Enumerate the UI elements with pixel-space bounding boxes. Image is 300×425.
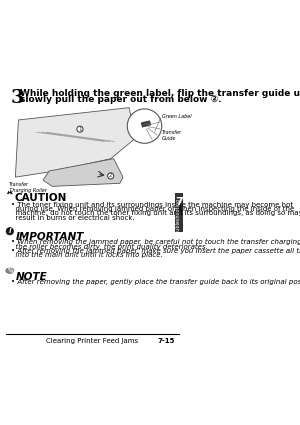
Text: While holding the green label, flip the transfer guide up ①, and: While holding the green label, flip the … bbox=[20, 89, 300, 98]
Text: Transfer
Guide: Transfer Guide bbox=[162, 130, 182, 141]
Text: into the main unit until it locks into place.: into the main unit until it locks into p… bbox=[11, 252, 163, 258]
Ellipse shape bbox=[6, 268, 14, 273]
Text: machine, do not touch the toner fixing unit and its surroundings, as doing so ma: machine, do not touch the toner fixing u… bbox=[11, 210, 300, 216]
Text: NOTE: NOTE bbox=[15, 272, 47, 282]
Polygon shape bbox=[141, 121, 151, 127]
Text: CAUTION: CAUTION bbox=[15, 193, 67, 203]
FancyBboxPatch shape bbox=[175, 193, 183, 232]
Text: • The toner fixing unit and its surroundings inside the machine may become hot: • The toner fixing unit and its surround… bbox=[11, 202, 293, 208]
Text: Troubleshooting: Troubleshooting bbox=[176, 199, 181, 238]
Text: Clearing Printer Feed Jams: Clearing Printer Feed Jams bbox=[46, 337, 138, 344]
Text: • After removing the jammed paper, make sure you insert the paper cassette all t: • After removing the jammed paper, make … bbox=[11, 248, 300, 254]
Circle shape bbox=[108, 173, 114, 179]
Polygon shape bbox=[15, 108, 135, 177]
Polygon shape bbox=[43, 159, 123, 187]
Circle shape bbox=[127, 109, 162, 143]
Polygon shape bbox=[8, 190, 12, 194]
Text: during use. When removing jammed paper or when inspecting the inside of the: during use. When removing jammed paper o… bbox=[11, 206, 294, 212]
Text: • When removing the jammed paper, be careful not to touch the transfer charging : • When removing the jammed paper, be car… bbox=[11, 239, 300, 245]
Text: result in burns or electrical shock.: result in burns or electrical shock. bbox=[11, 215, 135, 221]
Circle shape bbox=[77, 126, 83, 132]
Text: i: i bbox=[9, 228, 11, 234]
Text: Transfer
Charging Roller: Transfer Charging Roller bbox=[9, 182, 46, 193]
Text: !: ! bbox=[8, 189, 11, 195]
Text: ✎: ✎ bbox=[6, 266, 14, 276]
Text: 7-15: 7-15 bbox=[158, 337, 175, 344]
Text: • After removing the paper, gently place the transfer guide back to its original: • After removing the paper, gently place… bbox=[11, 279, 300, 285]
Text: IMPORTANT: IMPORTANT bbox=[15, 232, 84, 243]
Text: Green Label: Green Label bbox=[162, 114, 191, 119]
Text: 3: 3 bbox=[11, 89, 25, 107]
Text: the roller becomes dirty, the print quality deteriorates.: the roller becomes dirty, the print qual… bbox=[11, 244, 208, 249]
Text: slowly pull the paper out from below ②.: slowly pull the paper out from below ②. bbox=[20, 95, 221, 104]
Text: 2: 2 bbox=[109, 173, 112, 178]
Text: 7: 7 bbox=[175, 197, 183, 207]
Circle shape bbox=[6, 227, 14, 235]
Text: 1: 1 bbox=[78, 127, 82, 132]
